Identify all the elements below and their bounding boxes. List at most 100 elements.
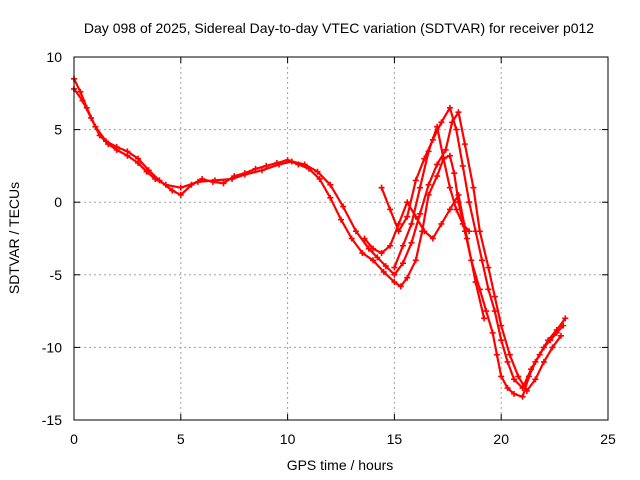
data-point (478, 257, 485, 264)
data-point (472, 279, 479, 286)
data-point (288, 158, 295, 165)
data-point (211, 177, 218, 184)
data-point (491, 308, 498, 315)
data-point (417, 184, 424, 191)
data-point (391, 264, 398, 271)
data-point (169, 187, 176, 194)
data-point (506, 351, 513, 358)
plot-frame (73, 56, 609, 421)
data-point (485, 264, 492, 271)
y-tick-label: -10 (42, 339, 62, 355)
data-point (528, 366, 535, 373)
data-point (425, 148, 432, 155)
data-point (438, 220, 445, 227)
data-point (404, 274, 411, 281)
data-point (442, 146, 449, 153)
series-track-1 (71, 75, 567, 400)
data-point (483, 308, 490, 315)
y-tick-label: -15 (42, 412, 62, 428)
data-point (314, 168, 321, 175)
data-point (493, 351, 500, 358)
x-axis-title: GPS time / hours (287, 457, 394, 473)
data-point (429, 235, 436, 242)
data-point (558, 332, 565, 339)
data-point (453, 206, 460, 213)
data-point (359, 250, 366, 257)
data-point (549, 344, 556, 351)
data-point (327, 181, 334, 188)
series-track-3 (378, 104, 569, 392)
data-point (135, 159, 142, 166)
data-point (113, 146, 120, 153)
data-point (470, 184, 477, 191)
data-point (370, 257, 377, 264)
data-point (446, 152, 453, 159)
data-point (446, 206, 453, 213)
y-tick-label: 10 (46, 49, 62, 65)
data-point (229, 175, 236, 182)
y-tick-label: 5 (54, 122, 62, 138)
data-point (455, 191, 462, 198)
data-point (382, 263, 389, 270)
data-point (177, 191, 184, 198)
x-tick-label: 0 (70, 431, 78, 447)
data-point (504, 358, 511, 365)
data-point (485, 286, 492, 293)
plot-area (71, 75, 569, 400)
grid (74, 57, 608, 420)
data-point (77, 88, 84, 95)
data-point (519, 385, 526, 392)
data-point (378, 250, 385, 257)
data-point (504, 385, 511, 392)
data-point (96, 132, 103, 139)
data-point (152, 175, 159, 182)
data-point (417, 210, 424, 217)
data-point (404, 213, 411, 220)
data-point (88, 114, 95, 121)
data-point (553, 326, 560, 333)
data-point (276, 161, 283, 168)
data-point (387, 206, 394, 213)
data-point (374, 254, 381, 261)
data-point (143, 168, 150, 175)
x-axis: 0 5 10 15 20 25 (70, 57, 616, 447)
data-point (545, 337, 552, 344)
data-point (412, 177, 419, 184)
y-tick-label: -5 (50, 267, 63, 283)
data-point (498, 322, 505, 329)
y-axis: -15 -10 -5 0 5 10 (42, 49, 608, 428)
data-point (370, 245, 377, 252)
data-point (446, 104, 453, 111)
y-tick-label: 0 (54, 194, 62, 210)
data-point (391, 271, 398, 278)
series-line (72, 87, 563, 393)
data-point (408, 239, 415, 246)
data-point (412, 257, 419, 264)
data-point (380, 268, 387, 275)
data-point (464, 235, 471, 242)
data-point (523, 387, 530, 394)
data-point (434, 173, 441, 180)
data-point (340, 203, 347, 210)
data-point (220, 180, 227, 187)
data-point (446, 184, 453, 191)
data-point (459, 162, 466, 169)
series-track-5 (391, 123, 473, 271)
data-point (327, 194, 334, 201)
data-point (241, 171, 248, 178)
data-point (491, 293, 498, 300)
data-point (387, 242, 394, 249)
data-point (455, 109, 462, 116)
data-point (258, 167, 265, 174)
data-point (481, 315, 488, 322)
data-point (498, 373, 505, 380)
data-point (408, 220, 415, 227)
data-point (348, 235, 355, 242)
data-point (399, 260, 406, 267)
data-point (461, 141, 468, 148)
data-point (162, 181, 169, 188)
data-point (352, 228, 359, 235)
chart-title: Day 098 of 2025, Sidereal Day-to-day VTE… (84, 20, 594, 36)
data-point (536, 351, 543, 358)
